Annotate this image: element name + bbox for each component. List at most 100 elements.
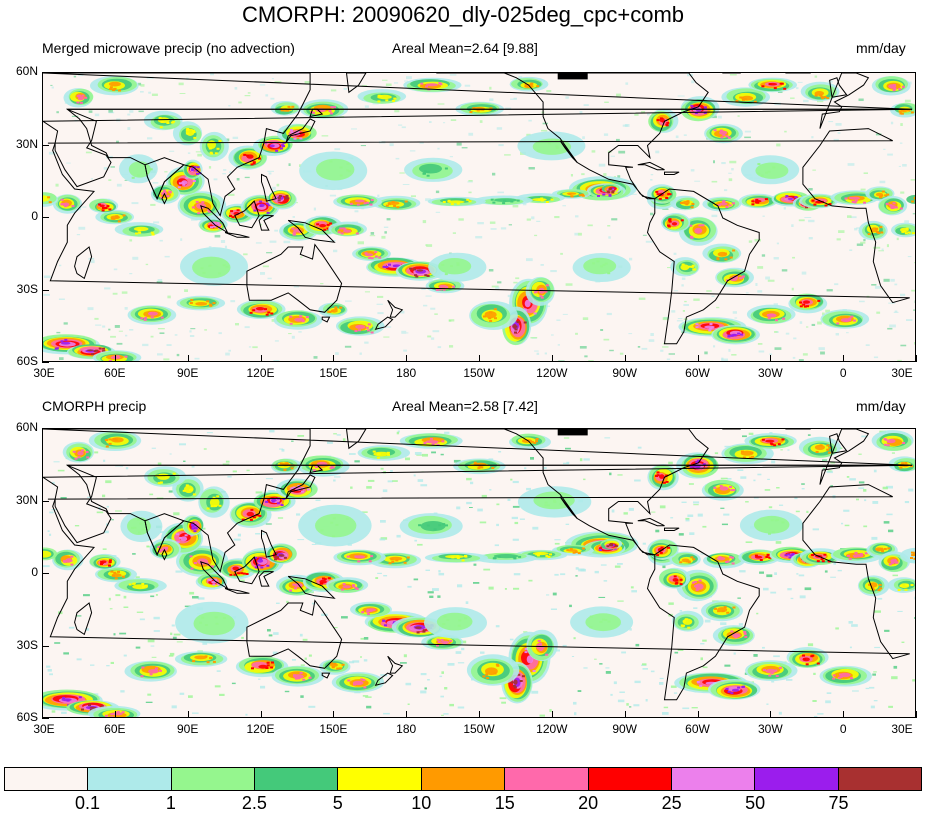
precip-speckle	[874, 646, 880, 649]
precip-dot	[102, 207, 105, 209]
precip-speckle	[187, 152, 191, 154]
precip-dot	[732, 606, 736, 609]
precip-dot	[883, 443, 887, 446]
precip-speckle	[271, 78, 274, 80]
precip-speckle	[570, 174, 573, 177]
precip-dot	[535, 553, 539, 556]
precip-speckle	[401, 126, 406, 129]
precip-speckle	[151, 93, 158, 96]
lat-tick-label: 60N	[15, 420, 38, 434]
precip-speckle	[753, 654, 758, 657]
precip-dot	[799, 301, 803, 304]
precip-speckle	[679, 610, 683, 612]
precip-speckle	[603, 173, 607, 177]
precip-speckle	[891, 676, 898, 680]
precip-speckle	[265, 478, 273, 480]
precip-dot	[458, 619, 462, 622]
precip-speckle	[619, 352, 624, 355]
precip-speckle	[204, 329, 207, 331]
precip-speckle	[104, 287, 111, 290]
precip-speckle	[812, 528, 819, 531]
precip-speckle	[693, 501, 700, 504]
precip-dot	[208, 303, 212, 306]
precip-dot	[418, 524, 422, 527]
precip-dot	[690, 556, 694, 559]
precip-speckle	[140, 84, 145, 87]
precip-speckle	[504, 588, 507, 590]
precip-cell	[373, 451, 390, 457]
colorbar	[4, 767, 922, 791]
precip-dot	[190, 299, 194, 301]
precip-dot	[550, 198, 554, 201]
precip-dot	[266, 211, 270, 214]
precip-dot	[361, 611, 365, 614]
precip-speckle	[55, 183, 59, 187]
precip-dot	[333, 662, 337, 665]
precip-speckle	[179, 443, 186, 446]
precip-dot	[391, 200, 395, 203]
precip-speckle	[526, 133, 531, 136]
precip-speckle	[795, 510, 800, 513]
precip-dot	[614, 545, 618, 547]
precip-dot	[720, 136, 724, 139]
precip-speckle	[813, 672, 816, 675]
precip-dot	[665, 197, 669, 199]
precip-speckle	[510, 478, 513, 481]
precip-dot	[450, 265, 453, 268]
precip-speckle	[136, 611, 144, 613]
precip-dot	[794, 196, 798, 199]
precip-dot	[713, 486, 717, 489]
precip-speckle	[120, 690, 125, 693]
colorbar-label: 25	[661, 793, 682, 813]
precip-speckle	[129, 273, 133, 275]
coastline-tasmania	[321, 672, 331, 679]
precip-speckle	[304, 81, 311, 84]
lon-tick-mark	[406, 355, 408, 362]
precip-dot	[811, 554, 815, 556]
precip-speckle	[149, 493, 154, 496]
lon-tick-label: 180	[396, 722, 417, 736]
precip-speckle	[111, 519, 114, 521]
precip-speckle	[812, 169, 816, 171]
precip-dot	[290, 131, 294, 134]
precip-speckle	[425, 295, 432, 297]
precip-speckle	[673, 252, 677, 255]
precip-dot	[252, 516, 256, 519]
precip-speckle	[428, 279, 433, 283]
precip-dot	[759, 559, 763, 561]
precip-speckle	[740, 476, 747, 479]
precip-dot	[864, 552, 868, 555]
precip-dot	[687, 560, 691, 563]
precip-speckle	[804, 587, 812, 591]
precip-dot	[60, 203, 64, 206]
precip-dot	[186, 128, 190, 130]
coastline-cuba	[637, 161, 665, 171]
precip-speckle	[827, 470, 832, 472]
precip-speckle	[404, 80, 409, 82]
precip-speckle	[208, 246, 212, 248]
coastline-new-guinea	[287, 219, 336, 243]
lat-tick-label: 60N	[15, 64, 38, 78]
precip-dot	[192, 129, 195, 132]
precip-dot	[200, 267, 204, 270]
precip-cell	[232, 566, 239, 571]
precip-speckle	[779, 504, 784, 506]
precip-speckle	[763, 587, 769, 591]
precip-speckle	[600, 329, 604, 331]
precip-dot	[426, 275, 430, 277]
precip-dot	[823, 96, 827, 98]
precip-dot	[832, 674, 836, 677]
precip-dot	[366, 201, 369, 204]
precip-dot	[422, 172, 426, 175]
coastline-eurasia	[43, 73, 913, 217]
precip-speckle	[702, 525, 707, 528]
precip-dot	[767, 314, 771, 317]
precip-dot	[390, 558, 394, 561]
precip-speckle	[737, 115, 740, 117]
precip-dot	[881, 190, 885, 193]
coastline-australia	[246, 599, 343, 669]
precip-speckle	[49, 673, 53, 676]
precip-dot	[905, 583, 909, 586]
precip-speckle	[804, 217, 812, 218]
precip-speckle	[669, 260, 675, 263]
